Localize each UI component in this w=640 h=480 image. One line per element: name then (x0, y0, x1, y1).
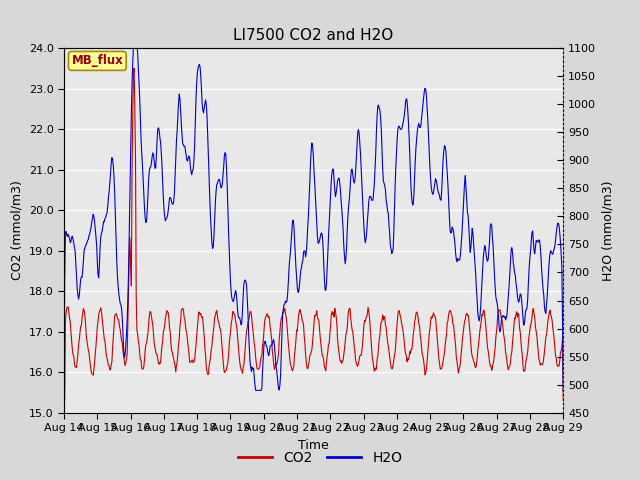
Title: LI7500 CO2 and H2O: LI7500 CO2 and H2O (234, 28, 394, 43)
Y-axis label: H2O (mmol/m3): H2O (mmol/m3) (602, 180, 614, 281)
Legend: CO2, H2O: CO2, H2O (232, 445, 408, 471)
Text: MB_flux: MB_flux (72, 54, 124, 67)
X-axis label: Time: Time (298, 439, 329, 452)
Y-axis label: CO2 (mmol/m3): CO2 (mmol/m3) (10, 180, 23, 280)
